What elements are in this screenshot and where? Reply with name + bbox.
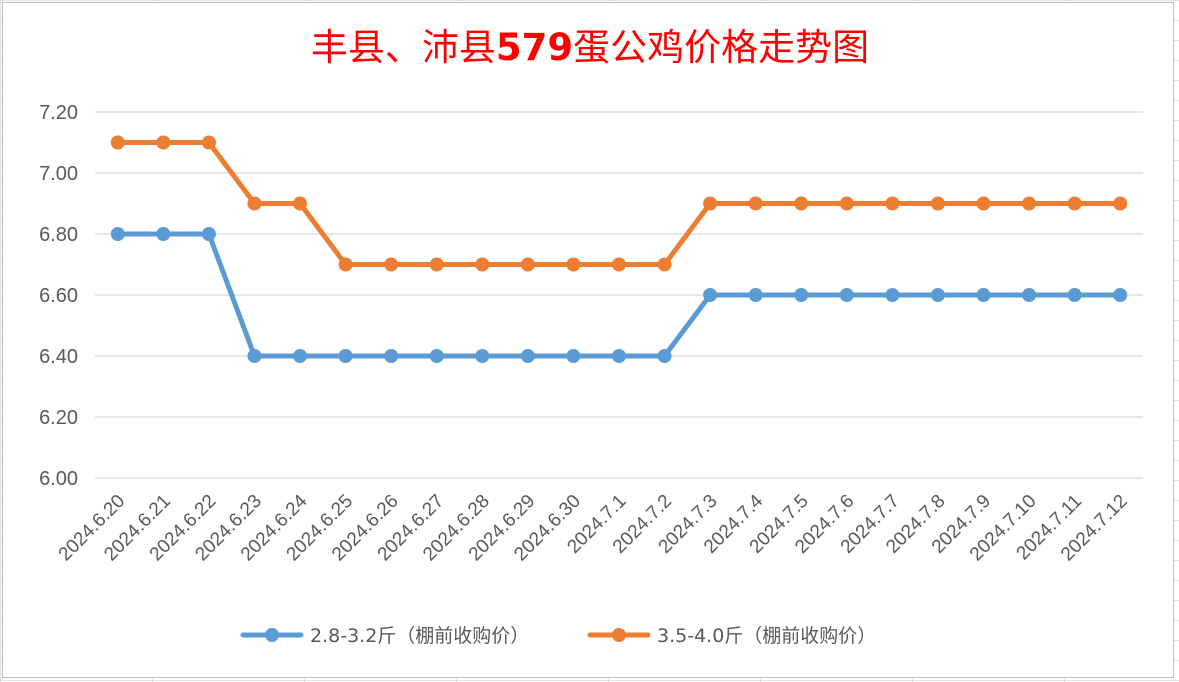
y-tick-label: 6.00 bbox=[39, 468, 78, 490]
y-axis-ticks: 6.00 6.20 6.40 6.60 6.80 7.00 7.20 bbox=[39, 102, 78, 490]
data-point[interactable] bbox=[657, 349, 672, 363]
data-point[interactable] bbox=[201, 135, 216, 150]
data-point[interactable] bbox=[1022, 288, 1037, 302]
data-point[interactable] bbox=[703, 288, 718, 302]
series-line bbox=[115, 140, 1123, 267]
data-point[interactable] bbox=[1113, 288, 1128, 302]
legend-label: 3.5-4.0斤（棚前收购价） bbox=[657, 625, 876, 647]
data-point[interactable] bbox=[930, 288, 945, 302]
data-point[interactable] bbox=[566, 257, 581, 272]
data-point[interactable] bbox=[703, 196, 718, 211]
data-point[interactable] bbox=[839, 196, 854, 211]
data-point[interactable] bbox=[156, 135, 171, 150]
data-point[interactable] bbox=[612, 257, 626, 272]
series-1 bbox=[110, 227, 1128, 363]
series-2 bbox=[110, 135, 1128, 272]
data-point[interactable] bbox=[475, 349, 490, 363]
data-point[interactable] bbox=[338, 349, 353, 363]
data-point[interactable] bbox=[110, 135, 125, 150]
y-tick-label: 6.40 bbox=[39, 346, 78, 368]
legend-marker bbox=[265, 628, 279, 642]
series-lines bbox=[110, 135, 1128, 363]
data-point[interactable] bbox=[247, 349, 262, 363]
data-point[interactable] bbox=[612, 349, 626, 363]
data-point[interactable] bbox=[657, 257, 672, 272]
chart-title-part1: 丰县、沛县 bbox=[311, 26, 496, 69]
chart-title: 丰县、沛县579蛋公鸡价格走势图 bbox=[311, 26, 869, 69]
data-point[interactable] bbox=[520, 257, 535, 272]
legend-item[interactable]: 2.8-3.2斤（棚前收购价） bbox=[240, 625, 529, 647]
data-point[interactable] bbox=[930, 196, 945, 211]
legend: 2.8-3.2斤（棚前收购价） 3.5-4.0斤（棚前收购价） bbox=[240, 625, 876, 647]
data-point[interactable] bbox=[976, 196, 991, 211]
y-tick-label: 7.20 bbox=[39, 102, 78, 124]
data-point[interactable] bbox=[566, 349, 581, 363]
data-point[interactable] bbox=[976, 288, 991, 302]
data-point[interactable] bbox=[1113, 196, 1128, 211]
data-point[interactable] bbox=[201, 227, 216, 241]
legend-marker bbox=[612, 628, 626, 642]
legend-item[interactable]: 3.5-4.0斤（棚前收购价） bbox=[587, 625, 876, 647]
data-point[interactable] bbox=[293, 349, 308, 363]
data-point[interactable] bbox=[794, 288, 809, 302]
legend-label: 2.8-3.2斤（棚前收购价） bbox=[310, 625, 529, 647]
x-axis-ticks: 2024.6.202024.6.212024.6.222024.6.232024… bbox=[55, 490, 1132, 565]
y-tick-label: 6.60 bbox=[39, 285, 78, 307]
data-point[interactable] bbox=[748, 196, 763, 211]
y-tick-label: 6.20 bbox=[39, 407, 78, 429]
data-point[interactable] bbox=[1022, 196, 1037, 211]
data-point[interactable] bbox=[338, 257, 353, 272]
data-point[interactable] bbox=[885, 196, 900, 211]
data-point[interactable] bbox=[429, 349, 444, 363]
data-point[interactable] bbox=[384, 349, 399, 363]
data-point[interactable] bbox=[885, 288, 900, 302]
data-point[interactable] bbox=[247, 196, 262, 211]
data-point[interactable] bbox=[520, 349, 535, 363]
data-point[interactable] bbox=[1067, 288, 1082, 302]
y-tick-label: 6.80 bbox=[39, 224, 78, 246]
data-point[interactable] bbox=[384, 257, 399, 272]
data-point[interactable] bbox=[293, 196, 308, 211]
y-tick-label: 7.00 bbox=[39, 163, 78, 185]
data-point[interactable] bbox=[748, 288, 763, 302]
chart-title-part3: 蛋公鸡价格走势图 bbox=[573, 26, 869, 69]
data-point[interactable] bbox=[475, 257, 490, 272]
data-point[interactable] bbox=[1067, 196, 1082, 211]
data-point[interactable] bbox=[794, 196, 809, 211]
data-point[interactable] bbox=[839, 288, 854, 302]
data-point[interactable] bbox=[110, 227, 125, 241]
data-point[interactable] bbox=[156, 227, 171, 241]
data-point[interactable] bbox=[429, 257, 444, 272]
chart-title-part2: 579 bbox=[496, 26, 573, 69]
